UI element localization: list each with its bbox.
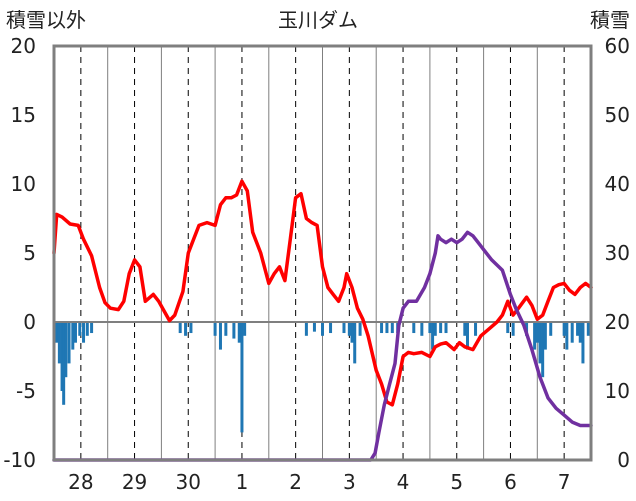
- precip-bar: [535, 322, 539, 343]
- precip-bar: [562, 322, 566, 336]
- precip-bar: [506, 322, 510, 334]
- precip-bar: [304, 322, 308, 336]
- right-axis-label: 積雪: [590, 8, 630, 32]
- precip-bar: [439, 322, 443, 334]
- x-tick-label: 2: [289, 470, 302, 494]
- precip-bar: [218, 322, 222, 350]
- precip-bar: [85, 322, 89, 336]
- precip-bar: [586, 322, 590, 336]
- precip-bar: [578, 322, 582, 343]
- precip-bar: [390, 322, 394, 334]
- temperature-line: [52, 179, 593, 407]
- x-tick-label: 7: [558, 470, 571, 494]
- snow-depth-line: [52, 230, 593, 462]
- precip-bar: [232, 322, 236, 339]
- precip-bar: [541, 322, 545, 378]
- x-tick-label: 5: [450, 470, 463, 494]
- x-tick-label: 30: [176, 470, 201, 494]
- precip-bar: [82, 322, 86, 343]
- precip-bar: [67, 322, 71, 364]
- precip-bar: [329, 322, 333, 334]
- precip-bar: [178, 322, 182, 334]
- x-axis-ticks: 28 29 30 1 2 3 4 5 6 7: [68, 470, 570, 494]
- precip-bar: [420, 322, 424, 336]
- precip-bar: [431, 322, 435, 350]
- precip-bar: [358, 322, 362, 336]
- x-tick-label: 29: [122, 470, 147, 494]
- precip-bar: [57, 322, 61, 364]
- precip-bar: [78, 322, 82, 336]
- chart-title: 玉川ダム: [278, 8, 358, 32]
- left-tick-label: 10: [11, 172, 36, 196]
- precip-bar: [576, 322, 580, 336]
- precip-bar: [321, 322, 324, 336]
- precip-bar: [243, 322, 247, 336]
- precip-bar: [543, 322, 547, 350]
- right-tick-label: 50: [605, 103, 630, 127]
- precip-bar: [312, 322, 316, 332]
- precip-bar: [570, 322, 574, 343]
- precip-bar: [62, 322, 66, 405]
- precip-bar: [463, 322, 467, 336]
- precip-bar: [71, 322, 75, 350]
- precip-bar: [549, 322, 553, 336]
- precip-bar: [64, 322, 68, 378]
- x-tick-label: 28: [68, 470, 93, 494]
- precip-bar: [189, 322, 193, 334]
- left-tick-label: 5: [23, 241, 36, 265]
- right-axis-ticks: 0 10 20 30 40 50 60: [605, 34, 630, 472]
- right-tick-label: 20: [605, 310, 630, 334]
- left-axis-label: 積雪以外: [6, 8, 86, 32]
- grid-lines: [80, 46, 565, 460]
- left-axis-ticks: -10 -5 0 5 10 15 20: [3, 34, 36, 472]
- precip-bar: [533, 322, 537, 350]
- precip-bar: [347, 322, 351, 336]
- precip-bar: [240, 322, 244, 433]
- precip-bar: [412, 322, 416, 334]
- precip-bar: [184, 322, 188, 336]
- precip-bar: [565, 322, 569, 350]
- precip-bar: [581, 322, 585, 364]
- left-tick-label: -10: [3, 448, 36, 472]
- precip-bar: [444, 322, 448, 334]
- precip-bar: [60, 322, 64, 391]
- precip-bar: [428, 322, 432, 334]
- precip-bar: [342, 322, 346, 334]
- line-series: [52, 179, 593, 462]
- right-tick-label: 10: [605, 379, 630, 403]
- right-tick-label: 0: [617, 448, 630, 472]
- left-tick-label: 15: [11, 103, 36, 127]
- plot-frame: [52, 44, 593, 462]
- left-tick-label: -5: [16, 379, 36, 403]
- x-tick-label: 4: [397, 470, 410, 494]
- precip-bar: [73, 322, 77, 343]
- right-tick-label: 40: [605, 172, 630, 196]
- precip-bar: [224, 322, 228, 336]
- precip-bar: [237, 322, 241, 343]
- x-tick-label: 6: [504, 470, 517, 494]
- precip-bar: [433, 322, 437, 336]
- left-tick-label: 0: [23, 310, 36, 334]
- precip-bar: [511, 322, 515, 336]
- precip-bar: [55, 322, 59, 343]
- left-tick-label: 20: [11, 34, 36, 58]
- precip-bar: [350, 322, 354, 343]
- right-tick-label: 60: [605, 34, 630, 58]
- precip-bar: [90, 322, 94, 334]
- precip-bar: [380, 322, 384, 334]
- precip-bar: [465, 322, 469, 350]
- precip-bar: [474, 322, 478, 336]
- bar-series: [55, 322, 590, 433]
- precip-bar: [353, 322, 357, 364]
- precip-bar: [385, 322, 389, 334]
- x-tick-label: 3: [343, 470, 356, 494]
- precip-bar: [213, 322, 217, 336]
- right-tick-label: 30: [605, 241, 630, 265]
- x-tick-label: 1: [236, 470, 249, 494]
- precip-bar: [538, 322, 542, 364]
